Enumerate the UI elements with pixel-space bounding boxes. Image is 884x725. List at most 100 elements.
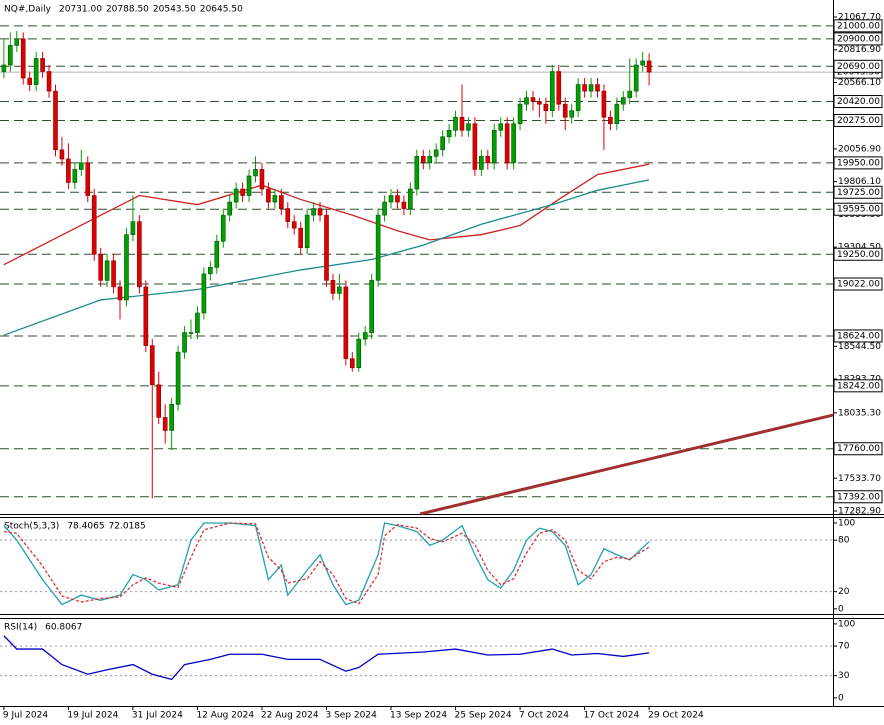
candle-body	[298, 227, 303, 249]
candle-body	[369, 280, 374, 333]
y-tick-label: 20	[838, 587, 850, 597]
level-label: 19022.00	[837, 280, 880, 290]
candle-body	[72, 169, 78, 183]
candle-body	[201, 273, 207, 314]
candle-body	[414, 156, 420, 190]
candle-body	[104, 260, 110, 281]
level-label: 18624.00	[837, 331, 880, 341]
pane-title: Stoch(5,3,3)	[4, 522, 59, 532]
candle-body	[85, 162, 91, 196]
candle-body	[98, 253, 103, 281]
level-label: 17760.00	[837, 444, 880, 454]
candle-body	[175, 351, 181, 405]
candle-body	[279, 195, 284, 209]
level-label-box	[833, 156, 883, 170]
candle-body	[266, 188, 271, 203]
candle-body	[137, 221, 142, 288]
candle-body	[208, 267, 213, 275]
candle-body	[466, 123, 471, 131]
candle-body	[427, 156, 433, 164]
candle-body	[169, 404, 174, 431]
indicator-line	[3, 163, 650, 266]
candle-body	[472, 123, 478, 170]
y-tick-label: 0	[838, 693, 844, 703]
candle-body	[343, 286, 349, 359]
candle-body	[433, 149, 439, 157]
candle-body	[420, 156, 426, 164]
candle-body	[498, 123, 504, 131]
level-label: 20275.00	[837, 116, 880, 126]
level-label-box	[833, 202, 883, 216]
header-value: 20543.50	[153, 5, 196, 15]
candle-body	[504, 123, 510, 164]
level-label-box	[833, 442, 883, 456]
level-label: 19250.00	[837, 250, 880, 260]
candle-body	[511, 123, 516, 164]
candle-body	[459, 116, 465, 131]
header-value: 60.8067	[45, 623, 82, 633]
candle-body	[395, 195, 400, 203]
candle-body	[27, 77, 32, 85]
level-label: 21000.00	[837, 21, 880, 31]
candle-body	[53, 90, 58, 151]
candle-body	[33, 58, 39, 85]
header-value: 20788.50	[106, 5, 149, 15]
candle-body	[349, 358, 355, 369]
candle-body	[14, 38, 20, 46]
candle-body	[317, 208, 323, 216]
candle-body	[337, 286, 342, 294]
x-tick-label: 22 Aug 2024	[261, 711, 319, 721]
candle-body	[91, 195, 97, 255]
x-tick-label: 17 Oct 2024	[584, 711, 640, 721]
candle-body	[285, 208, 291, 222]
y-tick-label: 30	[838, 671, 850, 681]
candle-body	[259, 169, 265, 190]
indicator-line	[3, 179, 650, 336]
y-tick-label: 0	[838, 604, 844, 614]
trendline	[419, 413, 834, 516]
candle-body	[324, 214, 329, 281]
candle-body	[627, 90, 633, 98]
candle-body	[614, 103, 620, 125]
x-tick-label: 31 Jul 2024	[132, 711, 183, 721]
y-tick-label: 19304.50	[838, 243, 881, 253]
candle-body	[59, 149, 65, 160]
y-tick-label: 19806.10	[838, 177, 881, 187]
level-label-box	[833, 113, 883, 127]
candle-body	[595, 84, 600, 92]
candle-body	[408, 188, 413, 209]
x-tick-label: 7 Oct 2024	[519, 711, 569, 721]
candle-body	[620, 97, 626, 105]
candle-body	[401, 201, 407, 209]
y-tick-label: 18544.50	[838, 342, 881, 352]
x-tick-label: 9 Jul 2024	[3, 711, 48, 721]
candle-body	[646, 60, 652, 73]
level-label-box	[833, 185, 883, 199]
y-tick-label: 100	[838, 519, 855, 529]
candle-body	[608, 116, 613, 125]
level-label-box	[833, 490, 883, 504]
candle-body	[550, 71, 555, 111]
level-label-box	[833, 247, 883, 261]
y-tick-label: 20566.10	[838, 78, 881, 88]
candle-body	[233, 188, 239, 203]
level-label-box	[833, 329, 883, 343]
header-value: 78.4065	[67, 522, 104, 532]
candle-body	[111, 260, 116, 288]
candle-body	[214, 240, 220, 268]
level-label: 18242.00	[837, 381, 880, 391]
candle-body	[569, 110, 574, 118]
candle-body	[246, 175, 252, 196]
candle-body	[530, 97, 536, 102]
candle-body	[291, 221, 297, 229]
candle-body	[156, 384, 162, 418]
level-label-box	[833, 95, 883, 109]
candle-body	[453, 116, 458, 131]
candle-body	[311, 208, 316, 216]
y-tick-label: 20816.90	[838, 45, 881, 55]
candle-body	[162, 417, 168, 431]
candle-body	[1, 64, 7, 72]
candle-body	[227, 201, 233, 216]
